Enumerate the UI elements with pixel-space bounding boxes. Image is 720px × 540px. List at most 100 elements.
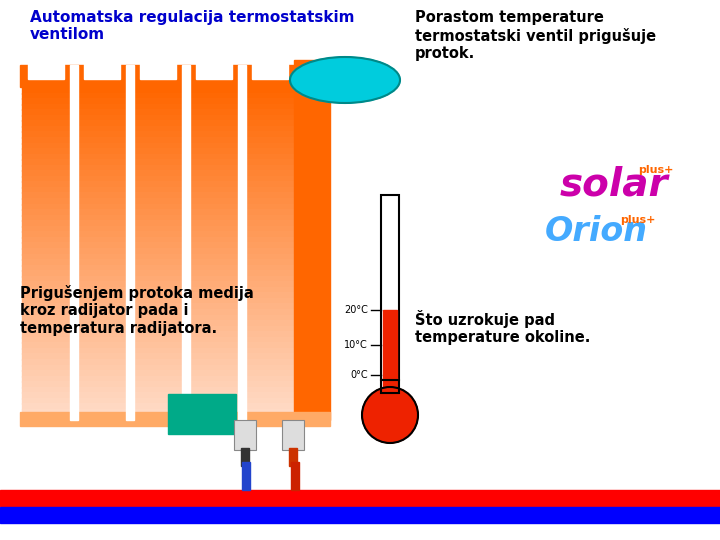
Bar: [78, 176, 126, 183]
Bar: [78, 403, 126, 410]
Bar: [22, 242, 70, 249]
Bar: [246, 226, 294, 232]
Bar: [134, 276, 182, 282]
Bar: [22, 176, 70, 183]
Bar: [246, 98, 294, 105]
Bar: [22, 159, 70, 166]
Bar: [246, 181, 294, 188]
Bar: [78, 242, 126, 249]
Bar: [134, 253, 182, 260]
Bar: [246, 204, 294, 210]
Bar: [78, 314, 126, 321]
Bar: [190, 126, 238, 132]
Bar: [134, 353, 182, 360]
Bar: [190, 214, 238, 221]
Bar: [246, 120, 294, 127]
Bar: [22, 292, 70, 299]
Bar: [134, 376, 182, 382]
Bar: [242, 462, 250, 490]
Bar: [246, 170, 294, 177]
Bar: [246, 115, 294, 122]
Text: Što uzrokuje pad
temperature okoline.: Što uzrokuje pad temperature okoline.: [415, 310, 590, 346]
Bar: [22, 392, 70, 399]
Bar: [78, 276, 126, 282]
Bar: [134, 198, 182, 205]
Bar: [134, 242, 182, 249]
Bar: [246, 165, 294, 171]
Bar: [140, 63, 176, 79]
Bar: [294, 60, 330, 420]
Bar: [381, 195, 399, 380]
Bar: [134, 209, 182, 215]
Bar: [22, 209, 70, 215]
Bar: [78, 214, 126, 221]
Bar: [246, 109, 294, 116]
Bar: [22, 287, 70, 293]
Bar: [190, 353, 238, 360]
Bar: [190, 270, 238, 276]
Text: plus+: plus+: [620, 215, 655, 225]
Bar: [22, 237, 70, 244]
Bar: [22, 415, 70, 421]
Bar: [22, 320, 70, 327]
Bar: [134, 115, 182, 122]
Bar: [134, 137, 182, 144]
Bar: [246, 320, 294, 327]
Bar: [134, 287, 182, 293]
Bar: [246, 209, 294, 215]
Text: Orion: Orion: [545, 215, 648, 248]
Bar: [134, 237, 182, 244]
Bar: [190, 259, 238, 266]
Bar: [20, 65, 330, 87]
Bar: [246, 392, 294, 399]
Bar: [246, 126, 294, 132]
Bar: [22, 170, 70, 177]
Bar: [134, 92, 182, 99]
Bar: [22, 248, 70, 254]
Bar: [134, 270, 182, 276]
Bar: [190, 398, 238, 404]
Bar: [134, 259, 182, 266]
Bar: [190, 143, 238, 149]
Bar: [246, 314, 294, 321]
Bar: [22, 204, 70, 210]
Bar: [134, 415, 182, 421]
Bar: [78, 98, 126, 105]
Bar: [190, 104, 238, 110]
Bar: [190, 292, 238, 299]
Bar: [190, 409, 238, 415]
Bar: [246, 376, 294, 382]
Bar: [78, 376, 126, 382]
Bar: [190, 137, 238, 144]
Bar: [190, 364, 238, 371]
Bar: [134, 165, 182, 171]
Bar: [241, 448, 249, 466]
Bar: [246, 231, 294, 238]
Bar: [78, 303, 126, 310]
Bar: [246, 153, 294, 160]
Bar: [134, 298, 182, 305]
Bar: [78, 237, 126, 244]
Bar: [22, 303, 70, 310]
Bar: [134, 214, 182, 221]
Bar: [246, 409, 294, 415]
Bar: [134, 87, 182, 93]
Bar: [134, 204, 182, 210]
Bar: [78, 342, 126, 349]
Text: 10°C: 10°C: [344, 340, 368, 350]
Bar: [78, 387, 126, 393]
Bar: [134, 170, 182, 177]
Bar: [22, 109, 70, 116]
Bar: [78, 392, 126, 399]
Bar: [246, 131, 294, 138]
Text: solar: solar: [560, 165, 669, 203]
Bar: [22, 387, 70, 393]
Bar: [0, 507, 720, 523]
Bar: [78, 337, 126, 343]
Bar: [134, 192, 182, 199]
Bar: [78, 287, 126, 293]
Bar: [22, 115, 70, 122]
Bar: [190, 176, 238, 183]
Bar: [78, 137, 126, 144]
Bar: [134, 104, 182, 110]
